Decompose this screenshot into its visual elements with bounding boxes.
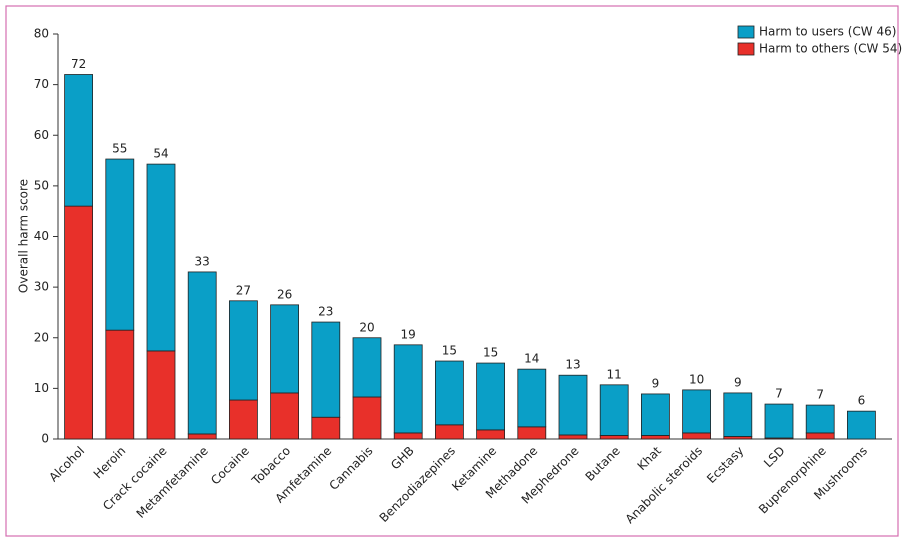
- x-tick-label: LSD: [761, 444, 788, 471]
- bar-segment: [682, 432, 711, 440]
- total-label: 13: [565, 358, 580, 372]
- bar-segment: [105, 329, 135, 440]
- y-tick-label: 0: [41, 432, 49, 446]
- bar-segment: [805, 432, 835, 440]
- total-label: 7: [816, 388, 824, 402]
- bar-segment: [311, 321, 341, 418]
- bar-segment: [393, 432, 423, 440]
- bar-segment: [146, 350, 176, 440]
- total-label: 10: [689, 372, 704, 386]
- bar-segment: [270, 392, 300, 440]
- total-label: 72: [71, 57, 86, 71]
- bar-segment: [187, 433, 217, 440]
- y-tick-label: 10: [34, 381, 49, 395]
- y-tick-label: 50: [34, 178, 49, 192]
- total-label: 6: [858, 394, 866, 408]
- total-label: 54: [153, 147, 168, 161]
- legend-swatch: [737, 25, 755, 39]
- bar-segment: [352, 396, 382, 440]
- total-label: 55: [112, 142, 127, 156]
- y-tick-label: 60: [34, 128, 49, 142]
- bar-segment: [558, 434, 588, 440]
- bar-segment: [558, 374, 588, 436]
- bar-segment: [146, 163, 176, 352]
- bar-segment: [847, 410, 876, 440]
- total-label: 15: [442, 344, 457, 358]
- bar-segment: [228, 300, 258, 401]
- legend-label: Harm to others (CW 54): [759, 42, 902, 56]
- total-label: 19: [401, 327, 416, 341]
- total-label: 27: [236, 283, 251, 297]
- bar-segment: [682, 389, 711, 434]
- y-tick-label: 30: [34, 280, 49, 294]
- bar-segment: [352, 337, 382, 398]
- total-label: 11: [607, 367, 622, 381]
- legend-label: Harm to users (CW 46): [759, 25, 896, 39]
- bar-segment: [476, 429, 506, 440]
- bar-segment: [764, 403, 794, 439]
- total-label: 14: [524, 352, 539, 366]
- bar-segment: [641, 393, 670, 436]
- total-label: 26: [277, 287, 292, 301]
- x-tick-label: Metamfetamine: [134, 444, 211, 521]
- bar-segment: [187, 271, 217, 435]
- bar-segment: [228, 399, 258, 440]
- x-tick-label: Khat: [635, 443, 665, 473]
- bar-segment: [517, 368, 547, 428]
- x-tick-label: Anabolic steroids: [623, 444, 706, 527]
- y-tick-label: 20: [34, 330, 49, 344]
- x-tick-label: Ecstasy: [704, 444, 746, 486]
- bar-segment: [434, 360, 464, 426]
- bar-segment: [434, 424, 464, 440]
- frame: [5, 5, 899, 537]
- y-tick-label: 40: [34, 229, 49, 243]
- bar-segment: [64, 205, 93, 440]
- bar-segment: [393, 344, 423, 434]
- bar-segment: [476, 362, 506, 431]
- y-tick-label: 80: [34, 27, 49, 41]
- total-label: 9: [734, 375, 742, 389]
- x-tick-label: Alcohol: [46, 444, 87, 485]
- bar-segment: [311, 416, 341, 440]
- bar-segment: [723, 392, 753, 437]
- bar-segment: [64, 74, 93, 207]
- x-tick-label: Heroin: [91, 444, 129, 482]
- bar-segment: [270, 304, 300, 394]
- legend-swatch: [737, 42, 755, 56]
- total-label: 20: [359, 320, 374, 334]
- y-axis-label: Overall harm score: [17, 179, 31, 293]
- y-tick-label: 70: [34, 77, 49, 91]
- bar-segment: [599, 384, 629, 436]
- bar-segment: [105, 158, 135, 331]
- x-tick-label: Butane: [583, 444, 623, 484]
- total-label: 33: [195, 254, 210, 268]
- total-label: 9: [652, 376, 660, 390]
- bar-segment: [641, 435, 670, 440]
- x-tick-label: Benzodiazepines: [377, 444, 458, 525]
- total-label: 7: [775, 387, 783, 401]
- x-tick-label: GHB: [388, 444, 417, 473]
- bar-segment: [599, 435, 629, 440]
- x-tick-label: Cannabis: [326, 444, 375, 493]
- x-tick-label: Cocaine: [208, 444, 252, 488]
- bar-segment: [805, 404, 835, 434]
- total-label: 23: [318, 305, 333, 319]
- bar-segment: [517, 426, 547, 440]
- total-label: 15: [483, 346, 498, 360]
